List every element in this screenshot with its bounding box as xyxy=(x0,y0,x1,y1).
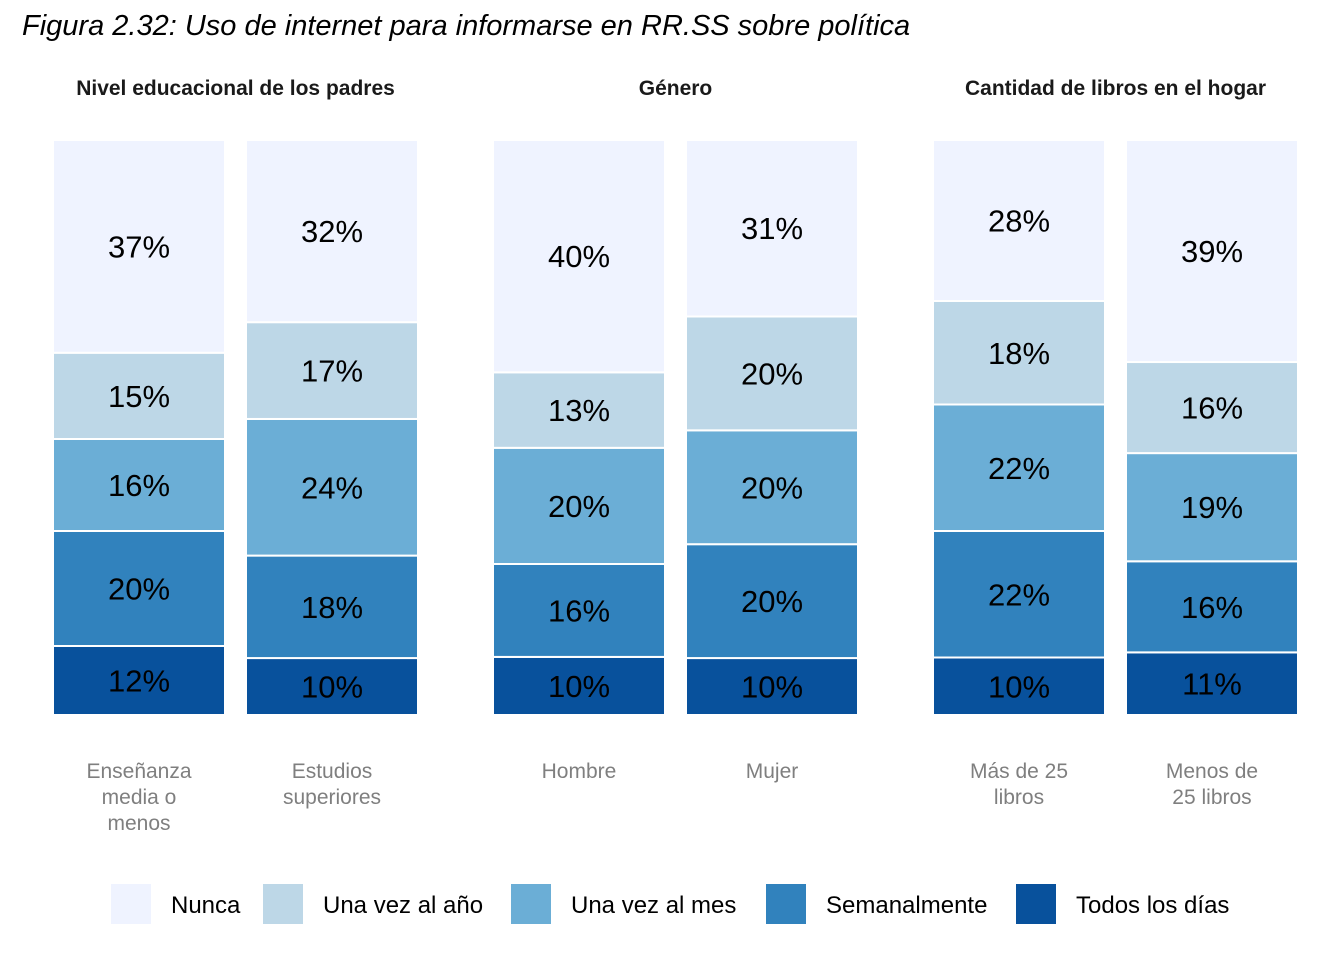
data-label: 10% xyxy=(301,670,363,705)
data-label: 19% xyxy=(1181,490,1243,525)
bar-segment-semanalmente xyxy=(685,543,859,660)
bar-mas-de-25-libros: 10% 22% 22% 18% 28% xyxy=(932,139,1106,716)
chart-title: Figura 2.32: Uso de internet para inform… xyxy=(22,10,911,42)
data-label: 31% xyxy=(741,211,803,246)
data-label: 16% xyxy=(108,468,170,503)
data-label: 20% xyxy=(548,489,610,524)
bar-segment-todos-los-dias xyxy=(52,645,226,716)
bar-segment-una-vez-al-mes xyxy=(492,446,666,565)
legend-item-semanalmente: Semanalmente xyxy=(766,884,987,924)
bar-estudios-superiores: 10% 18% 24% 17% 32% xyxy=(245,139,419,717)
legend-item-nunca: Nunca xyxy=(111,884,241,924)
bar-segment-una-vez-al-ano xyxy=(1125,361,1299,455)
data-label: 10% xyxy=(741,670,803,705)
bar-hombre: 10% 16% 20% 13% 40% xyxy=(492,139,666,716)
bar-segment-nunca xyxy=(1125,139,1299,364)
legend-label: Todos los días xyxy=(1076,892,1229,919)
category-label: Enseñanza media o menos xyxy=(86,760,191,835)
category-label: Menos de 25 libros xyxy=(1166,760,1258,809)
data-label: 11% xyxy=(1182,667,1242,702)
legend-item-todos-los-dias: Todos los días xyxy=(1016,884,1229,924)
panel-cantidad-de-libros-en-el-hogar: Cantidad de libros en el hogar10%22%22%1… xyxy=(932,77,1299,809)
bar-segment-una-vez-al-mes xyxy=(52,438,226,532)
bar-segment-una-vez-al-mes xyxy=(685,429,859,546)
legend-label: Una vez al año xyxy=(323,892,483,919)
bar-segment-semanalmente xyxy=(245,554,419,660)
bar-segment-una-vez-al-ano xyxy=(932,300,1106,406)
legend-label: Semanalmente xyxy=(826,892,987,919)
data-label: 32% xyxy=(301,214,363,249)
bar-segment-nunca xyxy=(932,139,1106,302)
data-label: 22% xyxy=(988,451,1050,486)
legend-label: Una vez al mes xyxy=(571,892,736,919)
bar-segment-una-vez-al-ano xyxy=(685,315,859,432)
data-label: 16% xyxy=(1181,391,1243,426)
data-label: 37% xyxy=(108,229,170,264)
bar-segment-una-vez-al-ano xyxy=(492,371,666,449)
chart-legend: Nunca Una vez al año Una vez al mes Semanal… xyxy=(111,884,1229,924)
bar-segment-nunca xyxy=(52,139,226,354)
bar-segment-nunca xyxy=(685,139,859,318)
data-label: 16% xyxy=(548,593,610,628)
data-label: 13% xyxy=(548,393,610,428)
bar-segment-semanalmente xyxy=(492,562,666,658)
bar-segment-una-vez-al-mes xyxy=(1125,452,1299,563)
legend-item-una-vez-al-ano: Una vez al año xyxy=(263,884,483,924)
data-label: 15% xyxy=(108,379,170,414)
legend-swatch xyxy=(766,884,806,924)
data-label: 20% xyxy=(741,470,803,505)
data-label: 24% xyxy=(301,470,363,505)
bar-segment-una-vez-al-ano xyxy=(52,351,226,440)
data-label: 20% xyxy=(741,356,803,391)
legend-swatch xyxy=(1016,884,1056,924)
data-label: 20% xyxy=(741,584,803,619)
bar-segment-semanalmente xyxy=(932,530,1106,659)
data-label: 28% xyxy=(988,204,1050,239)
panel-title: Género xyxy=(639,77,713,100)
bar-segment-todos-los-dias xyxy=(245,657,419,717)
bar-ensenanza-media-o-menos: 12% 20% 16% 15% 37% xyxy=(52,139,226,716)
bar-segment-nunca xyxy=(492,139,666,374)
category-label: Mujer xyxy=(746,760,799,783)
data-label: 12% xyxy=(108,664,170,699)
data-label: 10% xyxy=(988,669,1050,704)
bar-segment-todos-los-dias xyxy=(1125,651,1299,716)
legend-swatch xyxy=(511,884,551,924)
category-label: Estudios superiores xyxy=(283,760,381,809)
data-label: 39% xyxy=(1181,234,1243,269)
data-label: 18% xyxy=(988,336,1050,371)
data-label: 10% xyxy=(548,669,610,704)
panel-genero: Género 10% 16% 20% 13% 40% Hombre 10% 20% 20% 20% 3… xyxy=(492,77,859,783)
panel-title: Cantidad de libros en el hogar xyxy=(965,77,1266,100)
panel-title: Nivel educacional de los padres xyxy=(76,77,395,100)
bar-mujer: 10% 20% 20% 20% 31% xyxy=(685,139,859,717)
bar-menos-de-25-libros: 11% 16% 19% 16% 39% xyxy=(1125,139,1299,716)
bar-segment-todos-los-dias xyxy=(685,657,859,717)
data-label: 22% xyxy=(988,577,1050,612)
bar-segment-nunca xyxy=(245,139,419,324)
legend-swatch xyxy=(111,884,151,924)
bar-segment-una-vez-al-ano xyxy=(245,321,419,420)
legend-label: Nunca xyxy=(171,892,241,919)
legend-swatch xyxy=(263,884,303,924)
data-label: 20% xyxy=(108,572,170,607)
bar-segment-una-vez-al-mes xyxy=(245,417,419,557)
legend-item-una-vez-al-mes: Una vez al mes xyxy=(511,884,736,924)
data-label: 40% xyxy=(548,239,610,274)
data-label: 16% xyxy=(1181,590,1243,625)
data-label: 17% xyxy=(301,354,363,389)
bar-segment-todos-los-dias xyxy=(492,655,666,716)
data-label: 18% xyxy=(301,590,363,625)
category-label: Más de 25 libros xyxy=(970,760,1068,809)
panel-nivel-educacional-de-los-padres: Nivel educacional de los padres 12% 20% 16%… xyxy=(52,77,419,835)
category-label: Hombre xyxy=(542,760,617,783)
chart-panels: Nivel educacional de los padres 12% 20% 16%… xyxy=(52,77,1299,835)
bar-segment-una-vez-al-mes xyxy=(932,403,1106,532)
